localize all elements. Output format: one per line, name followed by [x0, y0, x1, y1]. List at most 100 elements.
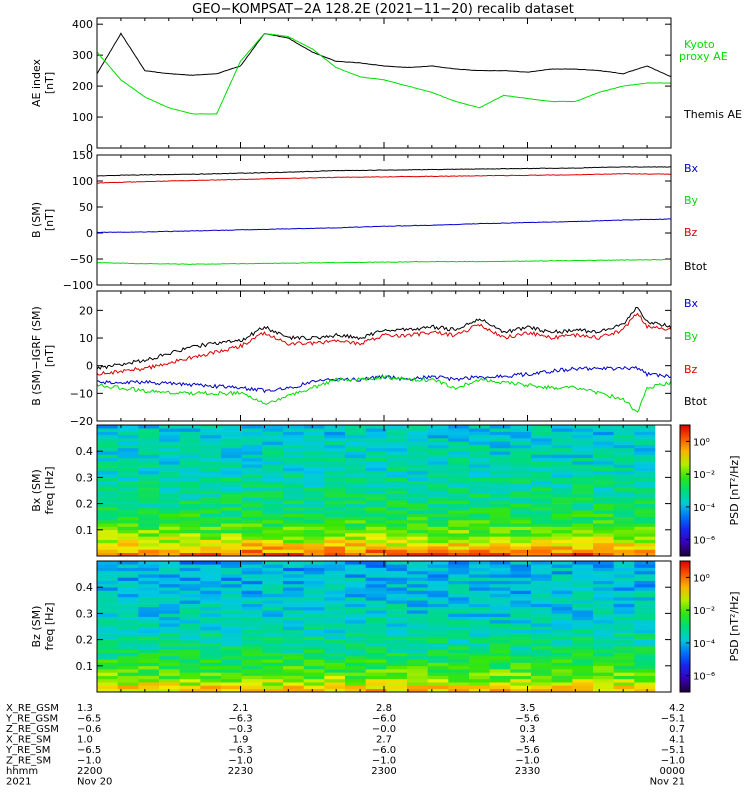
heatmap-cell	[386, 477, 408, 481]
heatmap-cell	[469, 536, 490, 540]
heatmap-cell	[138, 570, 160, 575]
heatmap-cell	[283, 583, 304, 588]
ephemeris-value: 3.4	[520, 735, 536, 746]
legend-label: Bx	[684, 162, 699, 175]
heatmap-cell	[324, 454, 346, 459]
heatmap-cell	[138, 526, 160, 531]
heatmap-cell	[613, 480, 635, 485]
heatmap-cell	[489, 659, 511, 663]
heatmap-cell	[448, 425, 470, 429]
heatmap-cell	[221, 480, 242, 485]
heatmap-cell	[469, 570, 490, 575]
heatmap-cell	[303, 516, 325, 521]
heatmap-cell	[448, 533, 470, 537]
heatmap-cell	[572, 467, 594, 472]
heatmap-cell	[324, 675, 346, 680]
heatmap-cell	[469, 441, 490, 445]
heatmap-cell	[262, 490, 284, 495]
heatmap-cell	[221, 513, 242, 517]
heatmap-cell	[469, 523, 490, 527]
heatmap-cell	[613, 464, 635, 468]
heatmap-cell	[448, 642, 470, 647]
heatmap-cell	[324, 533, 346, 537]
heatmap-cell	[283, 523, 304, 527]
heatmap-cell	[634, 574, 656, 578]
heatmap-cell	[448, 444, 470, 449]
heatmap-cell	[469, 480, 490, 485]
heatmap-cell	[262, 444, 284, 449]
heatmap-cell	[138, 487, 160, 491]
heatmap-cell	[303, 606, 325, 611]
heatmap-cell	[407, 447, 428, 452]
heatmap-cell	[221, 441, 242, 445]
heatmap-cell	[510, 523, 532, 527]
heatmap-cell	[365, 587, 387, 591]
heatmap-cell	[241, 546, 263, 550]
heatmap-cell	[221, 549, 242, 554]
heatmap-cell	[593, 583, 614, 588]
heatmap-cell	[386, 590, 408, 595]
heatmap-cell	[324, 487, 346, 491]
heatmap-cell	[531, 549, 552, 554]
heatmap-cell	[365, 583, 387, 588]
heatmap-cell	[386, 619, 408, 624]
heatmap-cell	[324, 629, 346, 634]
heatmap-cell	[386, 574, 408, 578]
heatmap-cell	[407, 487, 428, 491]
heatmap-cell	[510, 564, 532, 568]
heatmap-cell	[117, 682, 139, 686]
heatmap-cell	[407, 639, 428, 644]
heatmap-cell	[448, 561, 470, 565]
heatmap-cell	[448, 662, 470, 667]
heatmap-cell	[489, 613, 511, 617]
heatmap-cell	[179, 533, 201, 537]
heatmap-cell	[551, 516, 573, 521]
heatmap-cell	[469, 619, 490, 624]
heatmap-cell	[531, 678, 552, 683]
heatmap-cell	[345, 623, 366, 627]
heatmap-cell	[138, 497, 160, 501]
heatmap-cell	[489, 662, 511, 667]
heatmap-cell	[159, 542, 180, 547]
heatmap-cell	[448, 619, 470, 624]
heatmap-cell	[634, 461, 656, 465]
heatmap-cell	[159, 474, 180, 478]
heatmap-cell	[427, 675, 449, 680]
heatmap-cell	[324, 603, 346, 608]
heatmap-cell	[427, 441, 449, 445]
heatmap-cell	[97, 619, 118, 624]
heatmap-cell	[303, 536, 325, 540]
heatmap-cell	[303, 546, 325, 550]
panel-b-minus-igrf-frame	[96, 290, 672, 422]
heatmap-cell	[386, 646, 408, 650]
heatmap-cell	[200, 646, 222, 650]
heatmap-cell	[531, 613, 552, 617]
heatmap-cell	[593, 539, 614, 544]
heatmap-cell	[427, 529, 449, 534]
heatmap-cell	[345, 577, 366, 581]
series-line-bx	[97, 365, 671, 394]
heatmap-cell	[572, 533, 594, 537]
heatmap-cell	[200, 441, 222, 445]
heatmap-cell	[262, 626, 284, 631]
heatmap-cell	[241, 646, 263, 650]
heatmap-cell	[551, 533, 573, 537]
heatmap-cell	[386, 451, 408, 455]
heatmap-cell	[159, 546, 180, 550]
heatmap-cell	[324, 503, 346, 508]
heatmap-cell	[489, 577, 511, 581]
heatmap-cell	[283, 461, 304, 465]
heatmap-cell	[365, 574, 387, 578]
heatmap-cell	[613, 685, 635, 690]
heatmap-cell	[117, 552, 139, 557]
heatmap-cell	[593, 454, 614, 459]
heatmap-cell	[345, 675, 366, 680]
heatmap-cell	[97, 539, 118, 544]
heatmap-cell	[593, 675, 614, 680]
heatmap-cell	[427, 464, 449, 468]
heatmap-cell	[97, 616, 118, 621]
heatmap-cell	[593, 477, 614, 481]
heatmap-cell	[448, 649, 470, 653]
heatmap-cell	[572, 626, 594, 631]
heatmap-cell	[117, 678, 139, 683]
